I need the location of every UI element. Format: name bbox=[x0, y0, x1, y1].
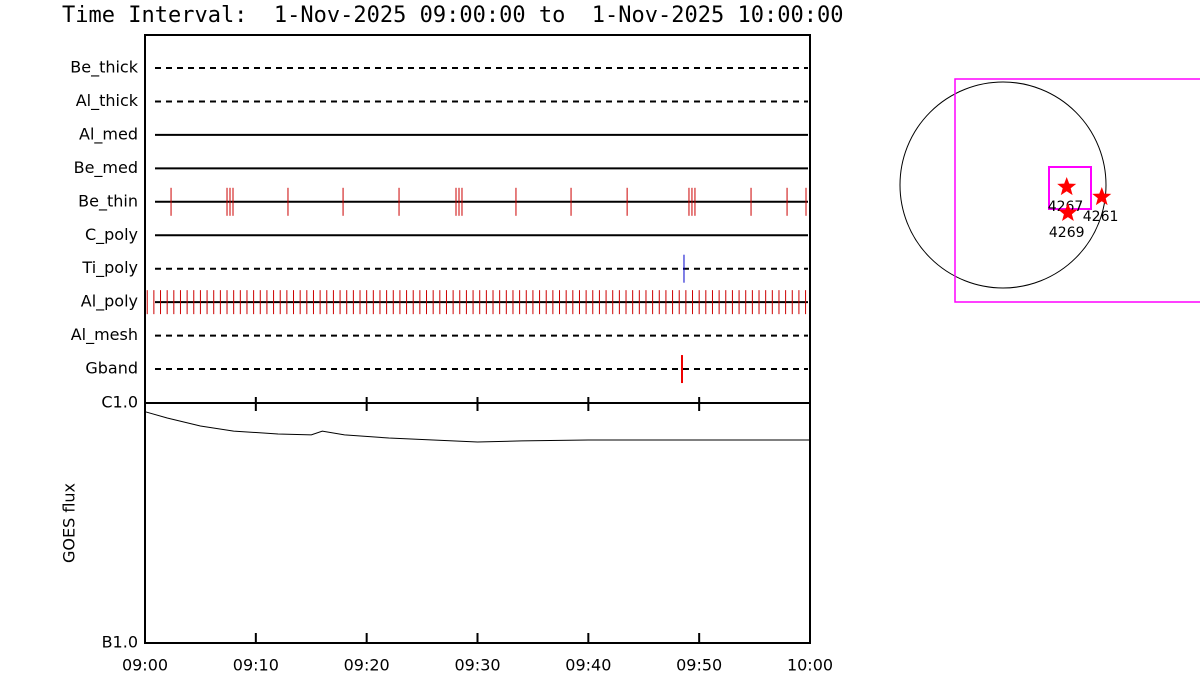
goes-curve bbox=[144, 411, 810, 443]
y-tick-label: B1.0 bbox=[102, 633, 138, 652]
row-label: Ti_poly bbox=[81, 258, 138, 278]
ar-star bbox=[1092, 187, 1112, 206]
x-tick-label: 09:50 bbox=[676, 656, 722, 675]
row-label: Be_thin bbox=[78, 191, 138, 211]
ar-label: 4269 bbox=[1049, 225, 1085, 241]
chart-title: Time Interval: 1-Nov-2025 09:00:00 to 1-… bbox=[62, 3, 843, 28]
row-label: Gband bbox=[85, 359, 138, 378]
ar-label: 4261 bbox=[1083, 209, 1119, 225]
x-tick-label: 09:20 bbox=[344, 656, 390, 675]
x-tick-label: 09:40 bbox=[565, 656, 611, 675]
y-tick-label: C1.0 bbox=[101, 393, 138, 412]
row-label: Be_thick bbox=[70, 58, 138, 78]
ar-star bbox=[1058, 202, 1078, 221]
row-label: Al_mesh bbox=[71, 325, 138, 345]
ar-star bbox=[1057, 177, 1077, 196]
row-label: Al_med bbox=[79, 124, 138, 144]
solar-disk bbox=[899, 81, 1107, 289]
row-label: Be_med bbox=[74, 158, 138, 178]
fov-large bbox=[954, 78, 1200, 303]
y-axis-label: GOES flux bbox=[60, 483, 79, 563]
x-tick-label: 09:00 bbox=[122, 656, 168, 675]
x-tick-label: 09:10 bbox=[233, 656, 279, 675]
x-tick-label: 09:30 bbox=[454, 656, 500, 675]
plot-frame bbox=[144, 34, 811, 644]
row-label: Al_poly bbox=[81, 292, 138, 312]
row-label: Al_thick bbox=[76, 91, 139, 111]
x-tick-label: 10:00 bbox=[787, 656, 833, 675]
row-label: C_poly bbox=[85, 225, 138, 245]
